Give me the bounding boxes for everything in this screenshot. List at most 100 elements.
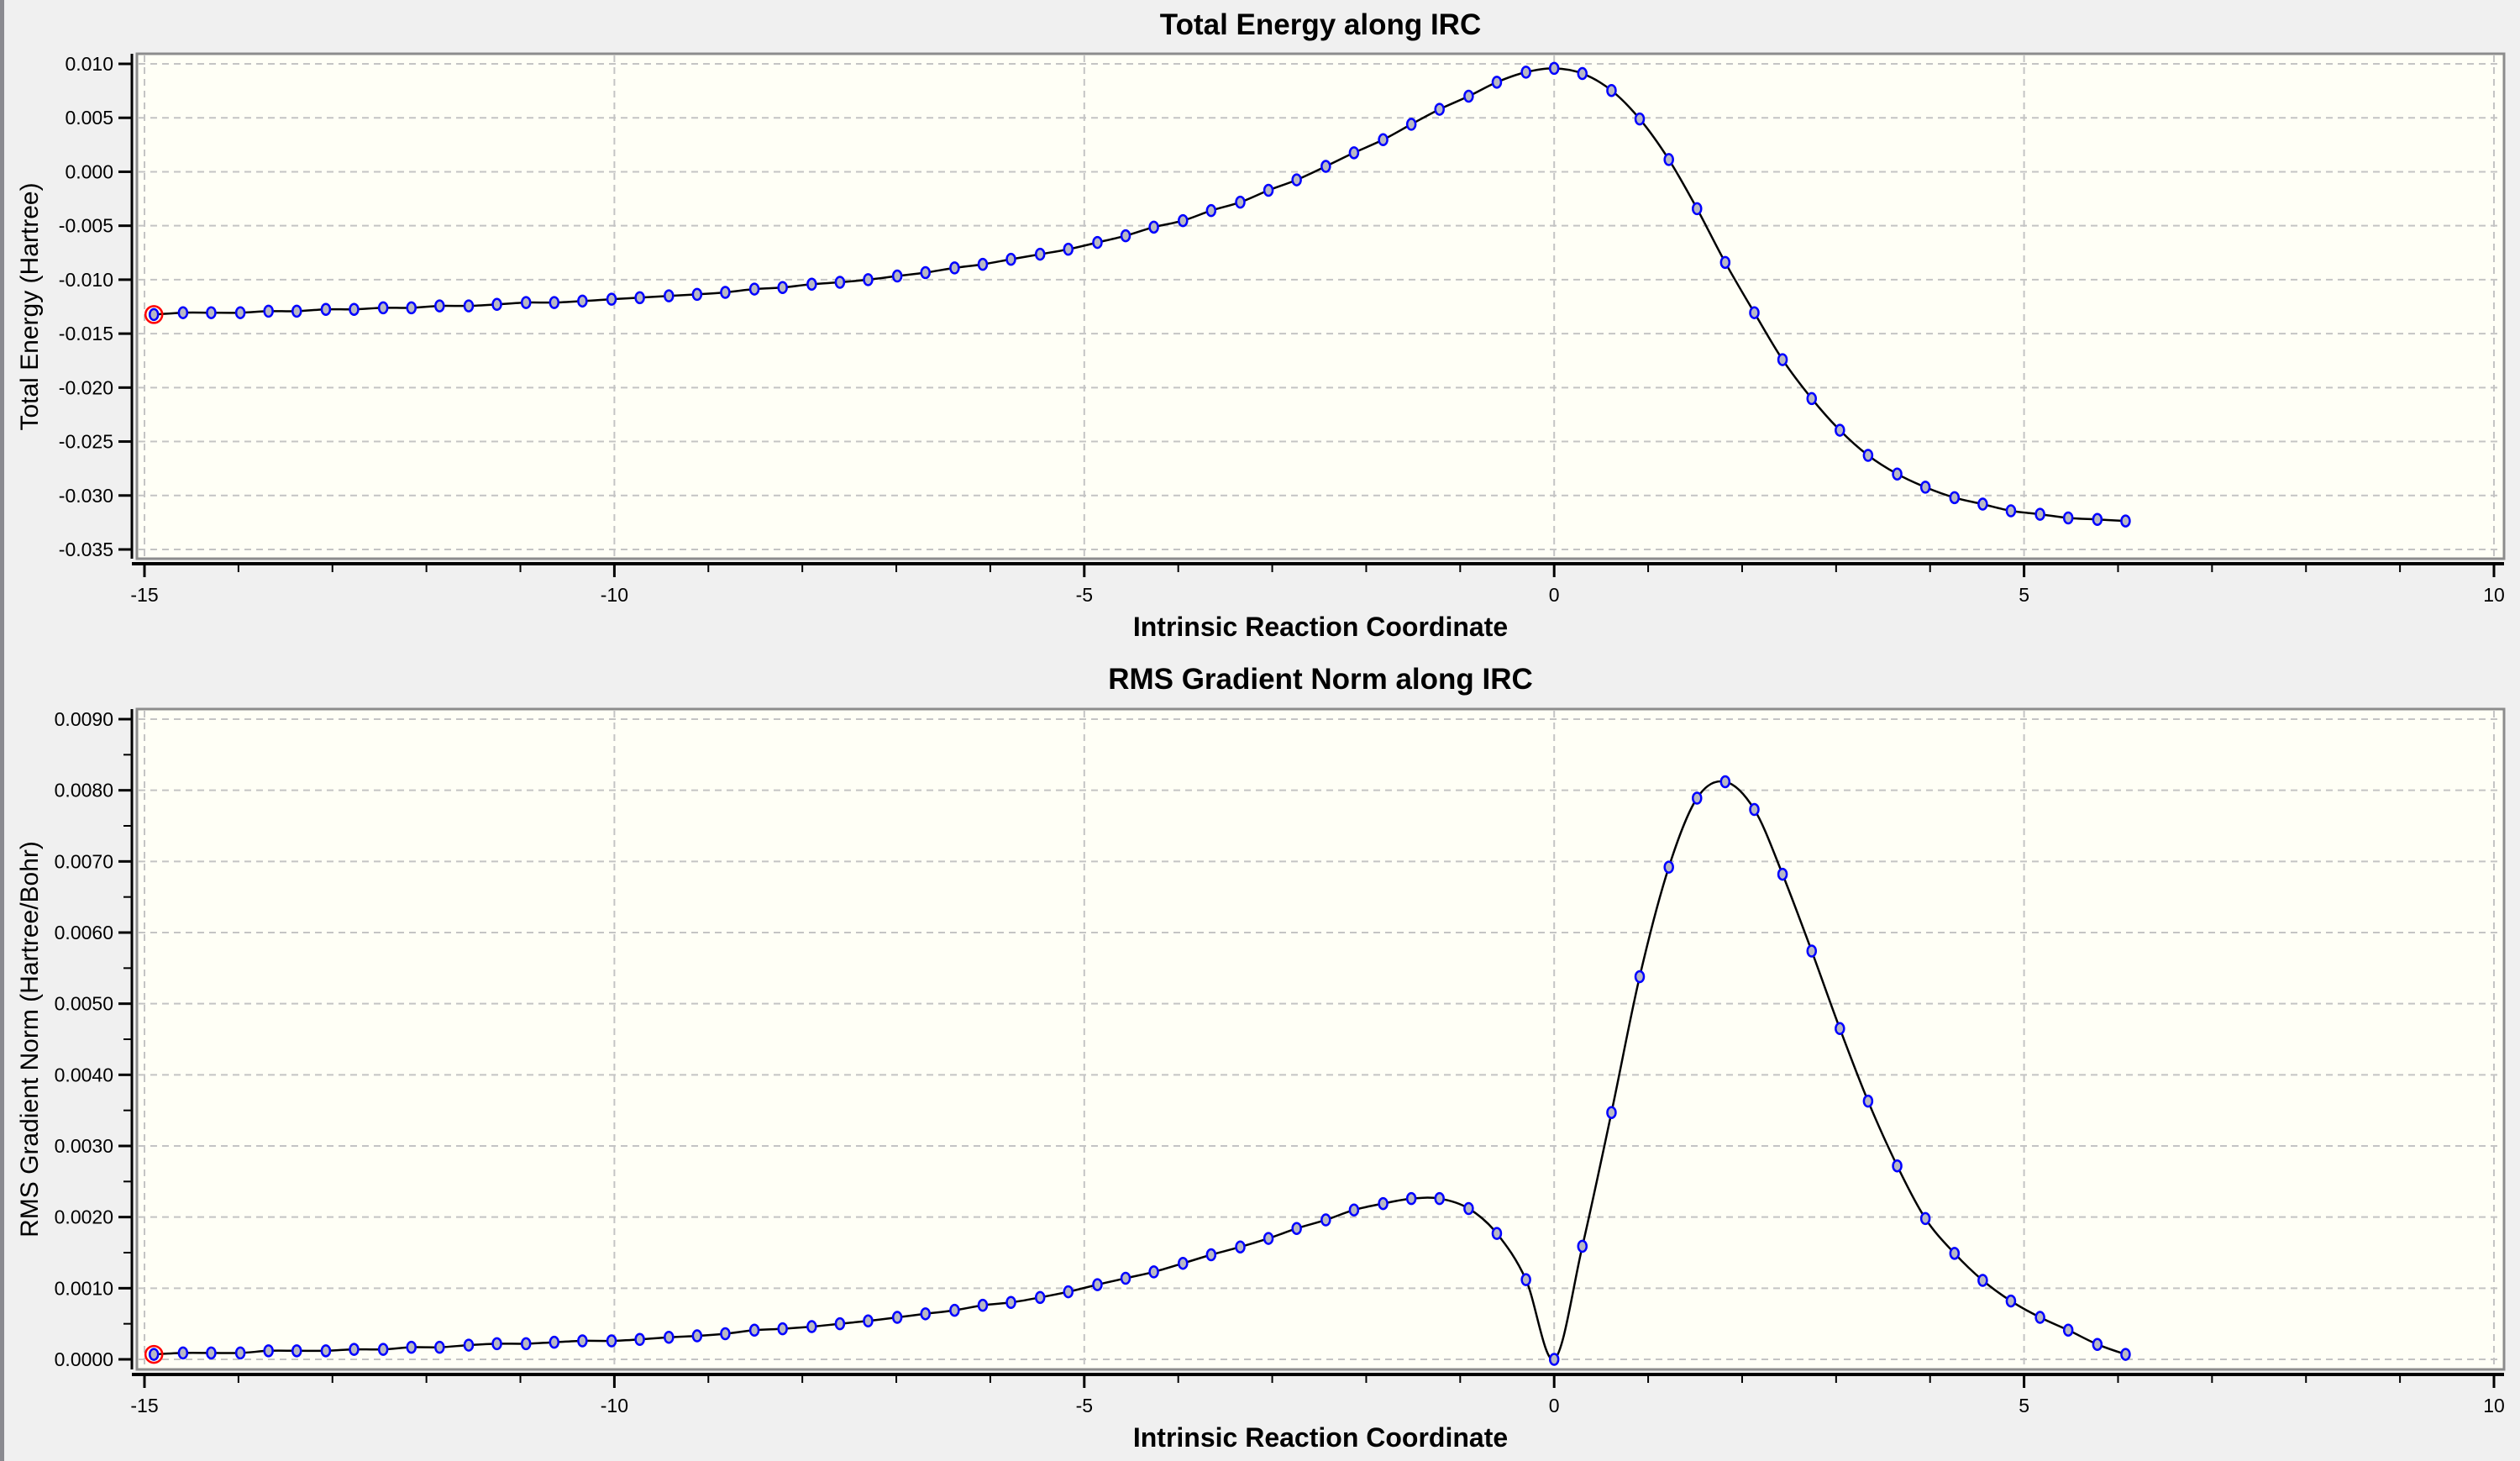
data-point[interactable]	[1291, 1222, 1302, 1235]
data-point[interactable]	[720, 286, 731, 299]
data-point[interactable]	[834, 276, 846, 289]
data-point[interactable]	[1719, 255, 1731, 270]
data-point[interactable]	[549, 296, 560, 309]
data-point[interactable]	[1777, 353, 1788, 366]
data-point[interactable]	[1263, 1232, 1274, 1245]
data-point[interactable]	[1491, 1227, 1503, 1240]
data-point[interactable]	[1692, 791, 1703, 805]
data-point[interactable]	[491, 297, 502, 312]
data-point[interactable]	[977, 1298, 989, 1312]
data-point[interactable]	[691, 287, 703, 302]
data-point[interactable]	[320, 1344, 332, 1358]
data-point[interactable]	[1178, 213, 1189, 228]
data-point[interactable]	[634, 1332, 645, 1347]
data-point[interactable]	[748, 282, 760, 296]
data-point[interactable]	[1291, 173, 1302, 187]
data-point[interactable]	[1977, 1274, 1988, 1287]
data-point[interactable]	[1378, 1196, 1389, 1211]
data-point[interactable]	[1005, 1295, 1016, 1310]
data-point[interactable]	[577, 1334, 588, 1348]
data-point[interactable]	[148, 307, 160, 322]
data-point[interactable]	[1320, 1213, 1331, 1227]
data-point[interactable]	[1463, 1201, 1474, 1216]
data-point[interactable]	[1491, 76, 1503, 89]
data-point[interactable]	[977, 257, 989, 271]
data-point[interactable]	[1577, 1239, 1588, 1253]
data-point[interactable]	[263, 1344, 274, 1358]
data-point[interactable]	[1263, 183, 1274, 197]
data-point[interactable]	[263, 304, 274, 318]
data-point[interactable]	[520, 296, 532, 309]
data-point[interactable]	[634, 291, 645, 305]
data-point[interactable]	[720, 1327, 731, 1341]
data-point[interactable]	[349, 1343, 360, 1356]
data-point[interactable]	[949, 1303, 960, 1317]
data-point[interactable]	[1235, 1240, 1246, 1253]
data-point[interactable]	[1663, 860, 1674, 874]
data-point[interactable]	[1063, 1285, 1074, 1299]
data-point[interactable]	[863, 273, 874, 286]
data-point[interactable]	[234, 1346, 246, 1360]
data-point[interactable]	[1577, 66, 1588, 81]
data-point[interactable]	[1520, 1273, 1531, 1286]
data-point[interactable]	[291, 304, 302, 318]
data-point[interactable]	[1892, 467, 1903, 481]
data-point[interactable]	[891, 1311, 903, 1324]
data-point[interactable]	[1634, 112, 1646, 126]
data-point[interactable]	[206, 306, 217, 319]
data-point[interactable]	[320, 302, 332, 316]
data-point[interactable]	[520, 1337, 532, 1351]
data-point[interactable]	[2005, 1294, 2017, 1308]
data-point[interactable]	[1835, 423, 1845, 437]
data-point[interactable]	[1434, 1191, 1445, 1206]
data-point[interactable]	[1919, 481, 1931, 494]
data-point[interactable]	[377, 1343, 389, 1356]
data-point[interactable]	[463, 1338, 475, 1352]
data-point[interactable]	[549, 1335, 560, 1349]
data-point[interactable]	[1949, 1247, 1961, 1260]
data-point[interactable]	[2120, 1348, 2131, 1361]
data-point[interactable]	[806, 1320, 817, 1333]
data-point[interactable]	[1405, 1191, 1417, 1206]
data-point[interactable]	[920, 1307, 931, 1321]
data-point[interactable]	[1378, 133, 1389, 147]
data-point[interactable]	[406, 1340, 417, 1354]
data-point[interactable]	[463, 299, 475, 313]
data-point[interactable]	[406, 301, 417, 315]
data-point[interactable]	[691, 1329, 703, 1343]
data-point[interactable]	[206, 1346, 217, 1360]
data-point[interactable]	[1034, 247, 1046, 261]
data-point[interactable]	[1205, 203, 1217, 218]
data-point[interactable]	[1148, 220, 1159, 234]
data-point[interactable]	[1806, 392, 1818, 406]
data-point[interactable]	[806, 277, 817, 292]
data-point[interactable]	[1063, 242, 1074, 256]
data-point[interactable]	[1862, 1094, 1874, 1108]
data-point[interactable]	[177, 306, 189, 319]
data-point[interactable]	[1749, 306, 1760, 319]
data-point[interactable]	[291, 1344, 302, 1358]
data-point[interactable]	[1806, 944, 1818, 958]
data-point[interactable]	[606, 1334, 617, 1348]
data-point[interactable]	[1320, 160, 1331, 173]
data-point[interactable]	[2092, 1337, 2103, 1351]
data-point[interactable]	[1434, 102, 1445, 116]
data-point[interactable]	[2120, 514, 2131, 528]
data-point[interactable]	[434, 1340, 445, 1354]
data-point[interactable]	[1606, 83, 1617, 97]
data-point[interactable]	[1663, 153, 1674, 166]
data-point[interactable]	[1862, 449, 1874, 462]
data-point[interactable]	[2062, 1323, 2074, 1337]
data-point[interactable]	[2092, 512, 2103, 527]
data-point[interactable]	[349, 302, 360, 316]
data-point[interactable]	[777, 1322, 788, 1336]
data-point[interactable]	[1120, 1271, 1131, 1285]
data-point[interactable]	[606, 292, 617, 306]
data-point[interactable]	[777, 281, 788, 295]
data-point[interactable]	[1034, 1290, 1046, 1305]
data-point[interactable]	[1235, 195, 1246, 209]
data-point[interactable]	[1949, 491, 1961, 505]
data-point[interactable]	[1405, 118, 1417, 131]
data-point[interactable]	[234, 306, 246, 319]
data-point[interactable]	[1205, 1248, 1217, 1262]
